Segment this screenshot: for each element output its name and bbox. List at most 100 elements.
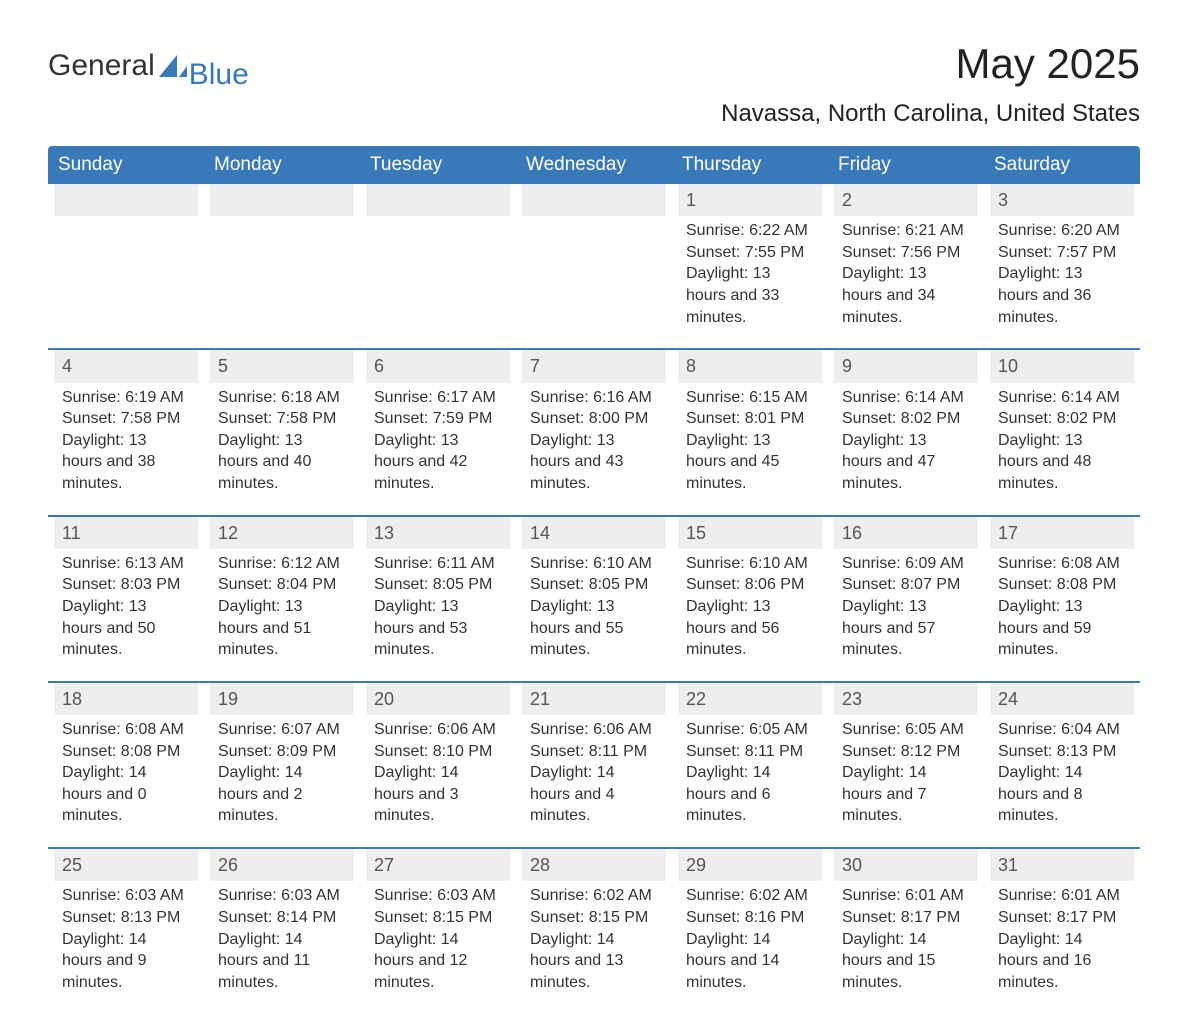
day-number: 14 — [522, 517, 666, 549]
day-number: 29 — [678, 849, 822, 881]
calendar-day-cell: 8Sunrise: 6:15 AMSunset: 8:01 PMDaylight… — [672, 349, 828, 515]
day-number: 5 — [210, 350, 354, 382]
sunrise-text: Sunrise: 6:07 AM — [218, 719, 346, 741]
sunrise-text: Sunrise: 6:08 AM — [62, 719, 190, 741]
day-details: Sunrise: 6:18 AMSunset: 7:58 PMDaylight:… — [210, 383, 354, 495]
day-details: Sunrise: 6:19 AMSunset: 7:58 PMDaylight:… — [54, 383, 198, 495]
daylight-text: Daylight: 13 hours and 34 minutes. — [842, 263, 970, 328]
sunset-text: Sunset: 7:55 PM — [686, 242, 814, 264]
day-details: Sunrise: 6:01 AMSunset: 8:17 PMDaylight:… — [834, 881, 978, 993]
day-details: Sunrise: 6:21 AMSunset: 7:56 PMDaylight:… — [834, 216, 978, 328]
sunset-text: Sunset: 7:56 PM — [842, 242, 970, 264]
day-number: 25 — [54, 849, 198, 881]
day-number: 16 — [834, 517, 978, 549]
calendar-day-cell: 27Sunrise: 6:03 AMSunset: 8:15 PMDayligh… — [360, 848, 516, 1013]
day-details: Sunrise: 6:06 AMSunset: 8:10 PMDaylight:… — [366, 715, 510, 827]
sunrise-text: Sunrise: 6:19 AM — [62, 387, 190, 409]
calendar-day-cell: 19Sunrise: 6:07 AMSunset: 8:09 PMDayligh… — [204, 682, 360, 848]
daylight-text: Daylight: 14 hours and 9 minutes. — [62, 929, 190, 994]
daylight-text: Daylight: 13 hours and 53 minutes. — [374, 596, 502, 661]
day-number: 11 — [54, 517, 198, 549]
sunrise-text: Sunrise: 6:08 AM — [998, 553, 1126, 575]
sunset-text: Sunset: 8:07 PM — [842, 574, 970, 596]
sunset-text: Sunset: 7:59 PM — [374, 408, 502, 430]
day-number: 8 — [678, 350, 822, 382]
calendar-week-row: 18Sunrise: 6:08 AMSunset: 8:08 PMDayligh… — [48, 682, 1140, 848]
sunset-text: Sunset: 8:08 PM — [998, 574, 1126, 596]
daylight-text: Daylight: 13 hours and 47 minutes. — [842, 430, 970, 495]
day-details: Sunrise: 6:15 AMSunset: 8:01 PMDaylight:… — [678, 383, 822, 495]
day-details: Sunrise: 6:12 AMSunset: 8:04 PMDaylight:… — [210, 549, 354, 661]
daylight-text: Daylight: 14 hours and 0 minutes. — [62, 762, 190, 827]
sunset-text: Sunset: 8:01 PM — [686, 408, 814, 430]
day-details: Sunrise: 6:09 AMSunset: 8:07 PMDaylight:… — [834, 549, 978, 661]
day-number: 1 — [678, 184, 822, 216]
logo-text-general: General — [48, 49, 155, 83]
day-number: 9 — [834, 350, 978, 382]
logo-sail-icon — [159, 51, 187, 85]
sunrise-text: Sunrise: 6:09 AM — [842, 553, 970, 575]
sunrise-text: Sunrise: 6:02 AM — [686, 885, 814, 907]
sunset-text: Sunset: 8:11 PM — [530, 741, 658, 763]
day-number: 4 — [54, 350, 198, 382]
calendar-day-cell: 17Sunrise: 6:08 AMSunset: 8:08 PMDayligh… — [984, 516, 1140, 682]
sunrise-text: Sunrise: 6:17 AM — [374, 387, 502, 409]
sunset-text: Sunset: 8:02 PM — [998, 408, 1126, 430]
day-number: 19 — [210, 683, 354, 715]
weekday-header: Friday — [828, 146, 984, 184]
calendar-table: Sunday Monday Tuesday Wednesday Thursday… — [48, 146, 1140, 1013]
sunrise-text: Sunrise: 6:12 AM — [218, 553, 346, 575]
daylight-text: Daylight: 14 hours and 7 minutes. — [842, 762, 970, 827]
sunrise-text: Sunrise: 6:13 AM — [62, 553, 190, 575]
calendar-day-cell: 26Sunrise: 6:03 AMSunset: 8:14 PMDayligh… — [204, 848, 360, 1013]
day-details: Sunrise: 6:13 AMSunset: 8:03 PMDaylight:… — [54, 549, 198, 661]
day-details: Sunrise: 6:05 AMSunset: 8:12 PMDaylight:… — [834, 715, 978, 827]
weekday-header: Saturday — [984, 146, 1140, 184]
daylight-text: Daylight: 13 hours and 38 minutes. — [62, 430, 190, 495]
day-number — [54, 184, 198, 216]
page-title: May 2025 — [956, 40, 1140, 88]
day-number: 17 — [990, 517, 1134, 549]
calendar-day-cell: 25Sunrise: 6:03 AMSunset: 8:13 PMDayligh… — [48, 848, 204, 1013]
day-details: Sunrise: 6:08 AMSunset: 8:08 PMDaylight:… — [54, 715, 198, 827]
calendar-week-row: 1Sunrise: 6:22 AMSunset: 7:55 PMDaylight… — [48, 184, 1140, 349]
header: General Blue May 2025 — [48, 40, 1140, 92]
day-details: Sunrise: 6:10 AMSunset: 8:06 PMDaylight:… — [678, 549, 822, 661]
calendar-day-cell: 4Sunrise: 6:19 AMSunset: 7:58 PMDaylight… — [48, 349, 204, 515]
day-number — [210, 184, 354, 216]
calendar-day-cell: 13Sunrise: 6:11 AMSunset: 8:05 PMDayligh… — [360, 516, 516, 682]
day-details: Sunrise: 6:22 AMSunset: 7:55 PMDaylight:… — [678, 216, 822, 328]
calendar-day-cell — [516, 184, 672, 349]
calendar-day-cell: 9Sunrise: 6:14 AMSunset: 8:02 PMDaylight… — [828, 349, 984, 515]
day-number: 22 — [678, 683, 822, 715]
sunrise-text: Sunrise: 6:15 AM — [686, 387, 814, 409]
calendar-day-cell: 5Sunrise: 6:18 AMSunset: 7:58 PMDaylight… — [204, 349, 360, 515]
day-details: Sunrise: 6:02 AMSunset: 8:15 PMDaylight:… — [522, 881, 666, 993]
weekday-header: Monday — [204, 146, 360, 184]
calendar-day-cell: 15Sunrise: 6:10 AMSunset: 8:06 PMDayligh… — [672, 516, 828, 682]
sunrise-text: Sunrise: 6:01 AM — [998, 885, 1126, 907]
weekday-header: Tuesday — [360, 146, 516, 184]
sunset-text: Sunset: 8:05 PM — [374, 574, 502, 596]
sunrise-text: Sunrise: 6:11 AM — [374, 553, 502, 575]
day-details: Sunrise: 6:14 AMSunset: 8:02 PMDaylight:… — [990, 383, 1134, 495]
day-number: 27 — [366, 849, 510, 881]
sunset-text: Sunset: 8:03 PM — [62, 574, 190, 596]
sunrise-text: Sunrise: 6:03 AM — [62, 885, 190, 907]
logo-text-blue: Blue — [189, 58, 249, 92]
day-details: Sunrise: 6:16 AMSunset: 8:00 PMDaylight:… — [522, 383, 666, 495]
sunrise-text: Sunrise: 6:05 AM — [686, 719, 814, 741]
day-number: 21 — [522, 683, 666, 715]
daylight-text: Daylight: 13 hours and 40 minutes. — [218, 430, 346, 495]
sunrise-text: Sunrise: 6:10 AM — [686, 553, 814, 575]
day-details: Sunrise: 6:02 AMSunset: 8:16 PMDaylight:… — [678, 881, 822, 993]
sunrise-text: Sunrise: 6:05 AM — [842, 719, 970, 741]
sunrise-text: Sunrise: 6:01 AM — [842, 885, 970, 907]
day-details: Sunrise: 6:08 AMSunset: 8:08 PMDaylight:… — [990, 549, 1134, 661]
sunrise-text: Sunrise: 6:06 AM — [530, 719, 658, 741]
day-details: Sunrise: 6:03 AMSunset: 8:13 PMDaylight:… — [54, 881, 198, 993]
day-number: 2 — [834, 184, 978, 216]
day-details: Sunrise: 6:04 AMSunset: 8:13 PMDaylight:… — [990, 715, 1134, 827]
calendar-day-cell: 7Sunrise: 6:16 AMSunset: 8:00 PMDaylight… — [516, 349, 672, 515]
calendar-day-cell: 11Sunrise: 6:13 AMSunset: 8:03 PMDayligh… — [48, 516, 204, 682]
